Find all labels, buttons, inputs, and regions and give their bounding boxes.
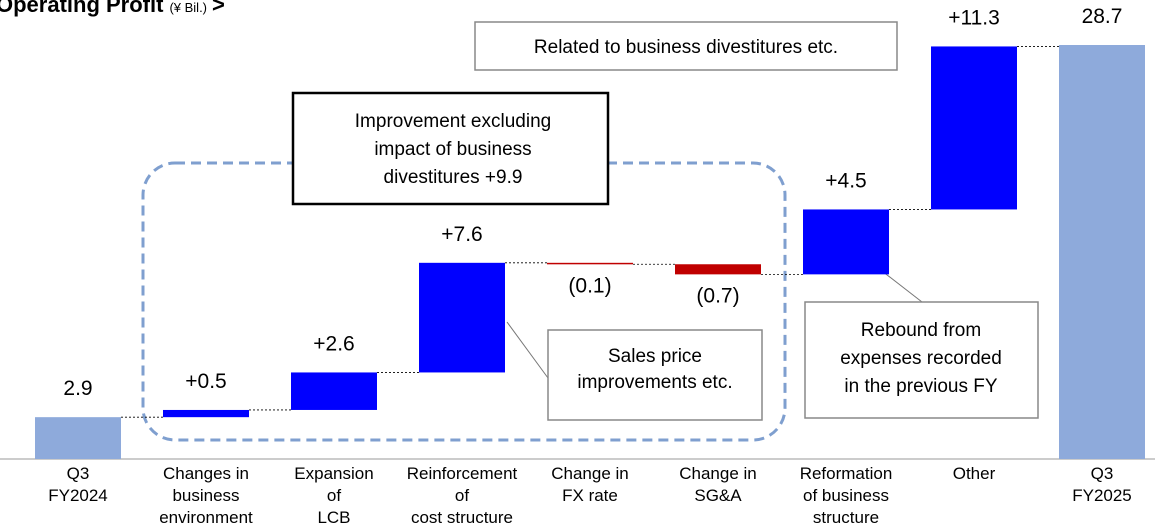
annotation: Related to business divestitures etc.	[534, 37, 838, 58]
text-line: Reformation	[800, 464, 893, 483]
connector	[881, 270, 923, 303]
x-tick-label: Other	[953, 464, 996, 483]
text-line: structure	[813, 508, 879, 527]
text-line: Improvement excluding	[355, 111, 551, 132]
annotation: Improvement excluding impact of business d…	[355, 111, 551, 188]
value-label: (0.1)	[568, 274, 611, 297]
x-tick-label: Change in SG&A	[679, 464, 757, 505]
value-label: 28.7	[1082, 5, 1123, 28]
text-line: impact of business	[374, 139, 531, 160]
unit: (¥ Bil.)	[169, 0, 207, 15]
bar	[1059, 45, 1145, 459]
text-line: LCB	[317, 508, 350, 527]
text-line: Changes in	[163, 464, 249, 483]
annotation-box	[474, 21, 898, 71]
x-tick-label: Reformation of business structure	[800, 464, 893, 527]
bar	[931, 46, 1017, 210]
text-line: of	[455, 486, 469, 505]
x-tick-label: Expansion of LCB	[294, 464, 373, 527]
bar	[163, 409, 249, 418]
value-label: (0.7)	[696, 284, 739, 307]
text-line: in the previous FY	[844, 376, 997, 397]
bar	[547, 262, 633, 265]
bar	[803, 209, 889, 275]
text-line: expenses recorded	[840, 348, 1002, 369]
text-line: of business	[803, 486, 889, 505]
annotation-box	[547, 329, 763, 421]
text-line: environment	[159, 508, 253, 527]
x-tick-label: Change in FX rate	[551, 464, 629, 505]
text-line: cost structure	[411, 508, 513, 527]
text-line: SG&A	[694, 486, 742, 505]
text-line: business	[172, 486, 239, 505]
connector	[506, 321, 549, 379]
annotation: Rebound from expenses recorded in the prev…	[840, 320, 1002, 397]
text-line: Expansion	[294, 464, 373, 483]
text-line: improvements etc.	[577, 372, 732, 393]
x-tick-label: Reinforcement of cost structure	[407, 464, 518, 527]
text-line: Q3	[67, 464, 90, 483]
title: Operating Profit	[0, 0, 164, 17]
value-label: +7.6	[441, 223, 482, 246]
text-line: divestitures +9.9	[384, 167, 523, 188]
bar	[35, 417, 121, 459]
text-line: Reinforcement	[407, 464, 518, 483]
title-suffix: >	[212, 0, 225, 17]
text-line: Change in	[551, 464, 629, 483]
value-label: 2.9	[63, 377, 92, 400]
text-line: FY2025	[1072, 486, 1132, 505]
bar	[675, 264, 761, 275]
text-line: Rebound from	[861, 320, 981, 341]
text-line: FX rate	[562, 486, 618, 505]
bar	[291, 372, 377, 410]
value-label: +11.3	[948, 6, 1000, 29]
chart-title: Operating Profit (¥ Bil.) >	[0, 0, 225, 17]
x-tick-label: Q3 FY2025	[1072, 464, 1132, 505]
x-tick-label: Q3 FY2024	[48, 464, 108, 505]
bar	[419, 262, 505, 373]
value-label: +0.5	[185, 370, 226, 393]
x-tick-label: Changes in business environment	[159, 464, 253, 527]
annotation: Sales price improvements etc.	[577, 346, 732, 393]
annotation-box	[804, 301, 1039, 419]
value-label: +4.5	[825, 169, 866, 192]
text-line: Q3	[1091, 464, 1114, 483]
annotation-box	[291, 91, 610, 206]
text-line: Sales price	[608, 346, 702, 367]
value-label: +2.6	[313, 332, 354, 355]
text-line: of	[327, 486, 341, 505]
text-line: FY2024	[48, 486, 108, 505]
text-line: Change in	[679, 464, 757, 483]
